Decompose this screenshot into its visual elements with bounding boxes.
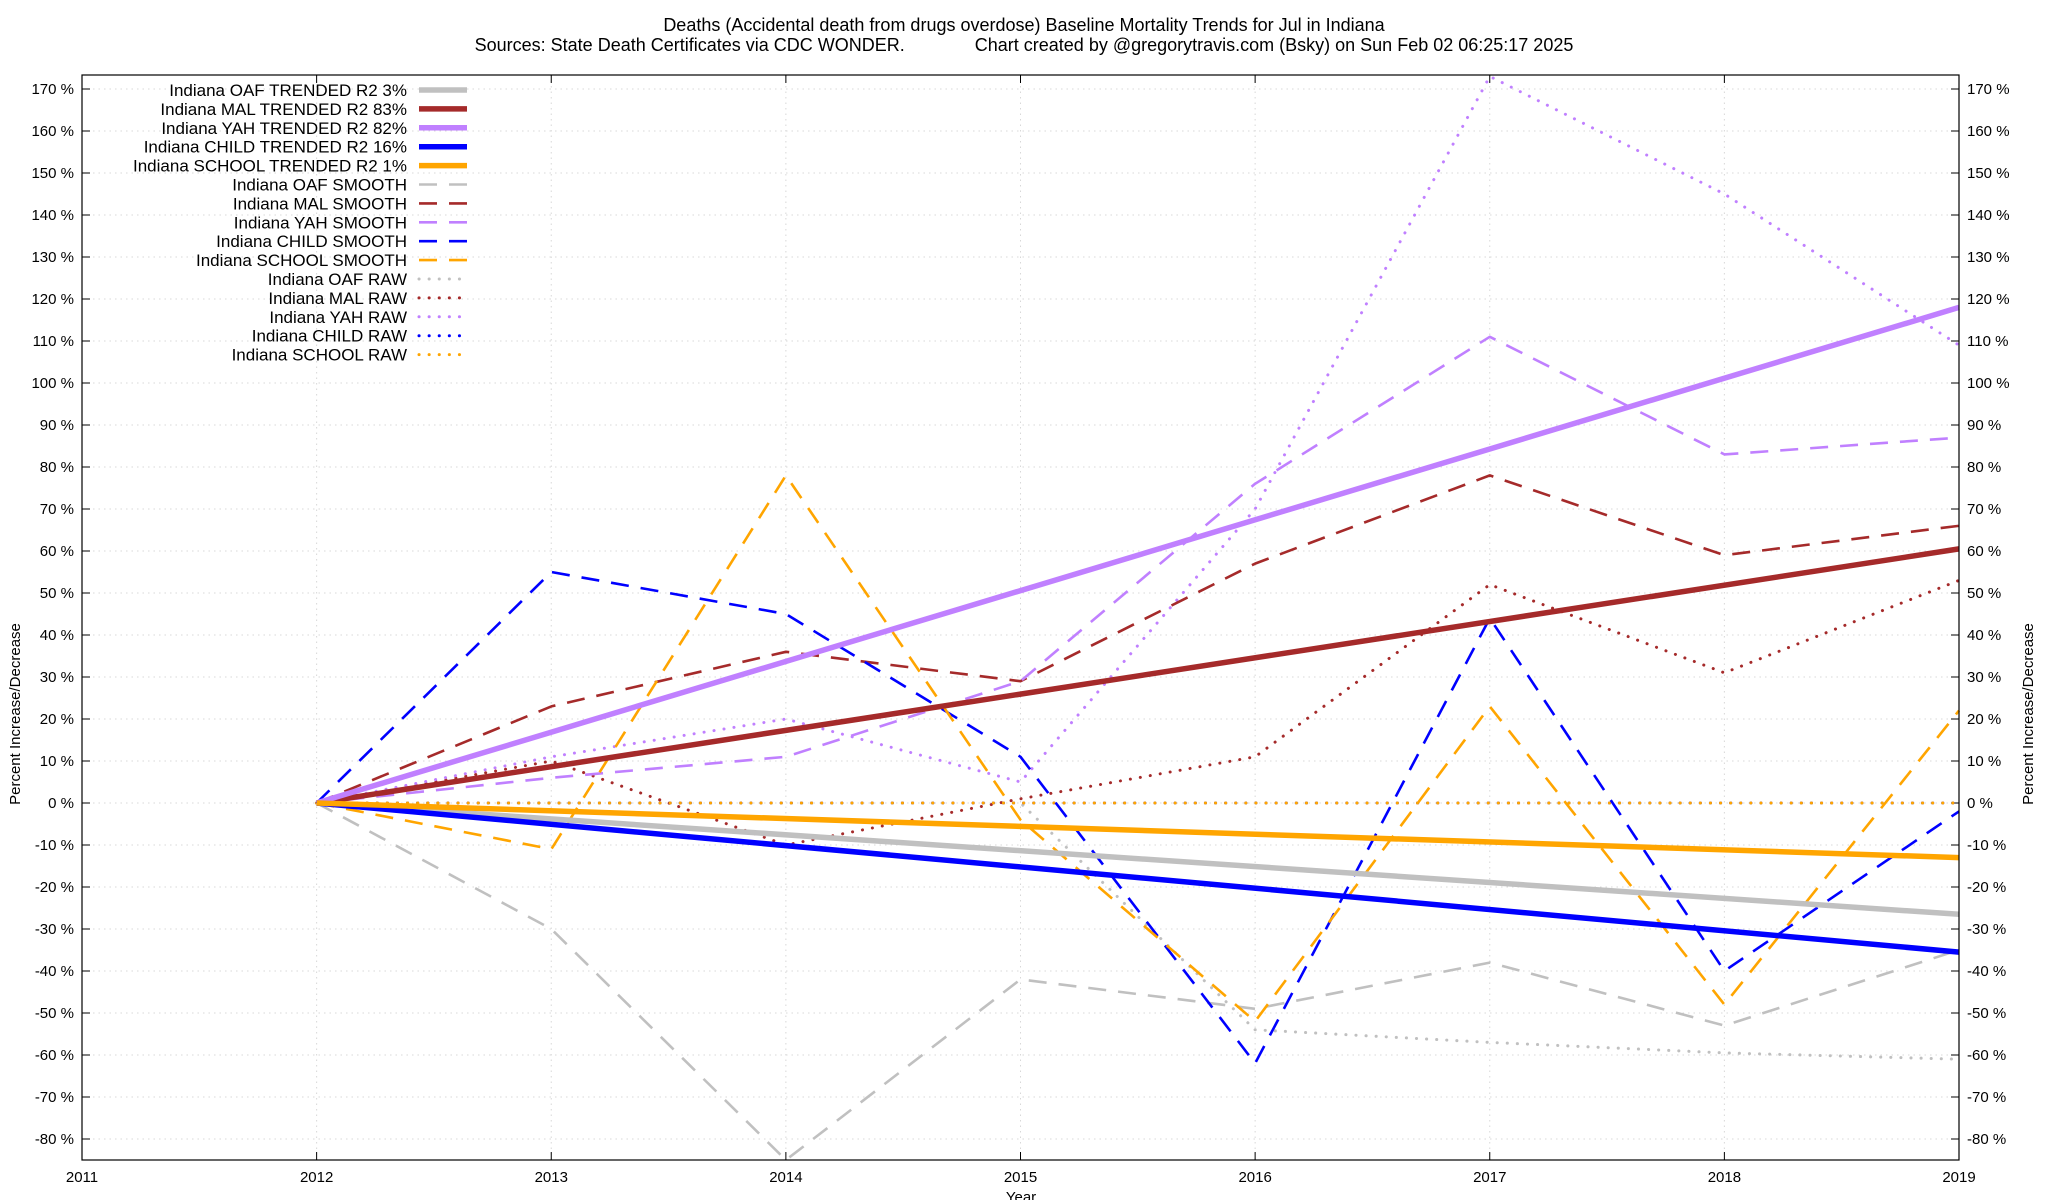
y-tick-label: 170 % <box>31 81 74 98</box>
series-line-indiana-mal-smooth <box>316 474 1960 805</box>
y-tick-label: 30 % <box>40 669 74 686</box>
y-tick-label: 140 % <box>31 207 74 224</box>
series-line-indiana-yah-smooth <box>316 335 1960 805</box>
y-tick-label: -20 % <box>35 879 74 896</box>
series-line-indiana-school-trended <box>316 800 1960 861</box>
y-tick-label: 0 % <box>48 795 74 812</box>
y-tick-label: -80 % <box>35 1131 74 1148</box>
y-tick-label: 10 % <box>40 753 74 770</box>
x-tick-label: 2014 <box>769 1169 802 1186</box>
y-tick-label-right: 140 % <box>1967 207 2010 224</box>
series-line-indiana-mal-raw <box>315 578 1961 847</box>
y-tick-label-right: -40 % <box>1967 963 2006 980</box>
y-tick-label-right: 120 % <box>1967 291 2010 308</box>
y-tick-label-right: 30 % <box>1967 669 2001 686</box>
y-tick-label-right: 0 % <box>1967 795 1993 812</box>
y-axis-label-right: Percent Increase/Decrease <box>2020 623 2037 805</box>
y-tick-label: 150 % <box>31 165 74 182</box>
series-line-indiana-child-smooth <box>315 570 1960 1065</box>
y-tick-label: 20 % <box>40 711 74 728</box>
series-line-indiana-oaf-trended <box>316 800 1960 918</box>
y-tick-label-right: -50 % <box>1967 1005 2006 1022</box>
y-tick-label: 60 % <box>40 543 74 560</box>
plot-frame <box>81 74 1960 1161</box>
axis-ticks: 170 % 170 % 160 % 160 % 150 % 150 % 140 % 140 %… <box>31 75 2010 1186</box>
y-tick-label: -70 % <box>35 1089 74 1106</box>
y-tick-label: -60 % <box>35 1047 74 1064</box>
legend-entry-label: Indiana SCHOOL TRENDED R2 1% <box>133 157 407 176</box>
legend-entry-label: Indiana MAL SMOOTH <box>233 194 407 213</box>
y-tick-label: 130 % <box>31 249 74 266</box>
y-tick-label-right: 160 % <box>1967 123 2010 140</box>
series-lines <box>315 74 1961 1162</box>
legend-entry-label: Indiana SCHOOL SMOOTH <box>196 251 407 270</box>
y-tick-label-right: 40 % <box>1967 627 2001 644</box>
y-tick-label-right: 90 % <box>1967 417 2001 434</box>
y-tick-label-right: 50 % <box>1967 585 2001 602</box>
legend-entry-label: Indiana OAF SMOOTH <box>232 176 407 195</box>
series-line-indiana-mal-trended <box>316 546 1960 806</box>
chart-title: Deaths (Accidental death from drugs over… <box>663 15 1385 35</box>
y-tick-label: -40 % <box>35 963 74 980</box>
y-tick-label: 90 % <box>40 417 74 434</box>
x-tick-label: 2016 <box>1238 1169 1271 1186</box>
legend-entry-label: Indiana MAL TRENDED R2 83% <box>160 100 407 119</box>
x-tick-label: 2019 <box>1942 1169 1975 1186</box>
y-tick-label: 120 % <box>31 291 74 308</box>
y-tick-label-right: -70 % <box>1967 1089 2006 1106</box>
y-tick-label-right: 110 % <box>1967 333 2008 350</box>
legend: Indiana OAF TRENDED R2 3%Indiana MAL TRE… <box>133 81 469 365</box>
legend-entry-label: Indiana MAL RAW <box>268 289 407 308</box>
legend-entry-label: Indiana YAH RAW <box>269 308 407 327</box>
legend-entry-label: Indiana YAH TRENDED R2 82% <box>161 119 407 138</box>
y-tick-label-right: -20 % <box>1967 879 2006 896</box>
y-tick-label: 160 % <box>31 123 74 140</box>
y-tick-label: -10 % <box>35 837 74 854</box>
y-tick-label: 50 % <box>40 585 74 602</box>
series-line-indiana-school-smooth <box>316 474 1961 1023</box>
y-tick-label: 80 % <box>40 459 74 476</box>
x-tick-label: 2013 <box>535 1169 568 1186</box>
y-tick-label-right: -10 % <box>1967 837 2006 854</box>
x-tick-label: 2017 <box>1473 1169 1506 1186</box>
series-line-indiana-child-trended <box>316 800 1960 955</box>
legend-entry-label: Indiana SCHOOL RAW <box>232 346 407 365</box>
y-tick-label-right: 100 % <box>1967 375 2010 392</box>
y-tick-label-right: -30 % <box>1967 921 2006 938</box>
series-line-indiana-oaf-smooth <box>315 801 1960 1162</box>
y-tick-label-right: -80 % <box>1967 1131 2006 1148</box>
y-axis-label-left: Percent Increase/Decrease <box>7 623 24 805</box>
y-tick-label: 100 % <box>31 375 74 392</box>
y-tick-label-right: 80 % <box>1967 459 2001 476</box>
y-tick-label-right: -60 % <box>1967 1047 2006 1064</box>
y-tick-label: -50 % <box>35 1005 74 1022</box>
y-tick-label: 110 % <box>33 333 74 350</box>
x-axis-label: Year <box>1006 1189 1036 1200</box>
x-tick-label: 2012 <box>300 1169 333 1186</box>
legend-entry-label: Indiana YAH SMOOTH <box>234 213 407 232</box>
y-tick-label-right: 20 % <box>1967 711 2001 728</box>
y-tick-label-right: 130 % <box>1967 249 2010 266</box>
legend-entry-label: Indiana OAF RAW <box>268 270 407 289</box>
y-tick-label: 70 % <box>40 501 74 518</box>
series-line-indiana-yah-trended <box>315 304 1960 806</box>
chart-subtitle: Sources: State Death Certificates via CD… <box>475 35 1574 55</box>
y-tick-label-right: 70 % <box>1967 501 2001 518</box>
legend-entry-label: Indiana CHILD TRENDED R2 16% <box>144 138 407 157</box>
y-tick-label-right: 170 % <box>1967 81 2010 98</box>
y-tick-label: 40 % <box>40 627 74 644</box>
series-line-indiana-yah-raw <box>315 74 1961 805</box>
y-tick-label-right: 60 % <box>1967 543 2001 560</box>
legend-entry-label: Indiana CHILD SMOOTH <box>216 232 407 251</box>
legend-entry-label: Indiana CHILD RAW <box>252 327 407 346</box>
y-tick-label-right: 150 % <box>1967 165 2010 182</box>
y-tick-label: -30 % <box>35 921 74 938</box>
x-tick-label: 2015 <box>1004 1169 1037 1186</box>
legend-entry-label: Indiana OAF TRENDED R2 3% <box>169 81 407 100</box>
x-tick-label: 2018 <box>1708 1169 1741 1186</box>
x-tick-label: 2011 <box>66 1169 98 1186</box>
y-tick-label-right: 10 % <box>1967 753 2001 770</box>
